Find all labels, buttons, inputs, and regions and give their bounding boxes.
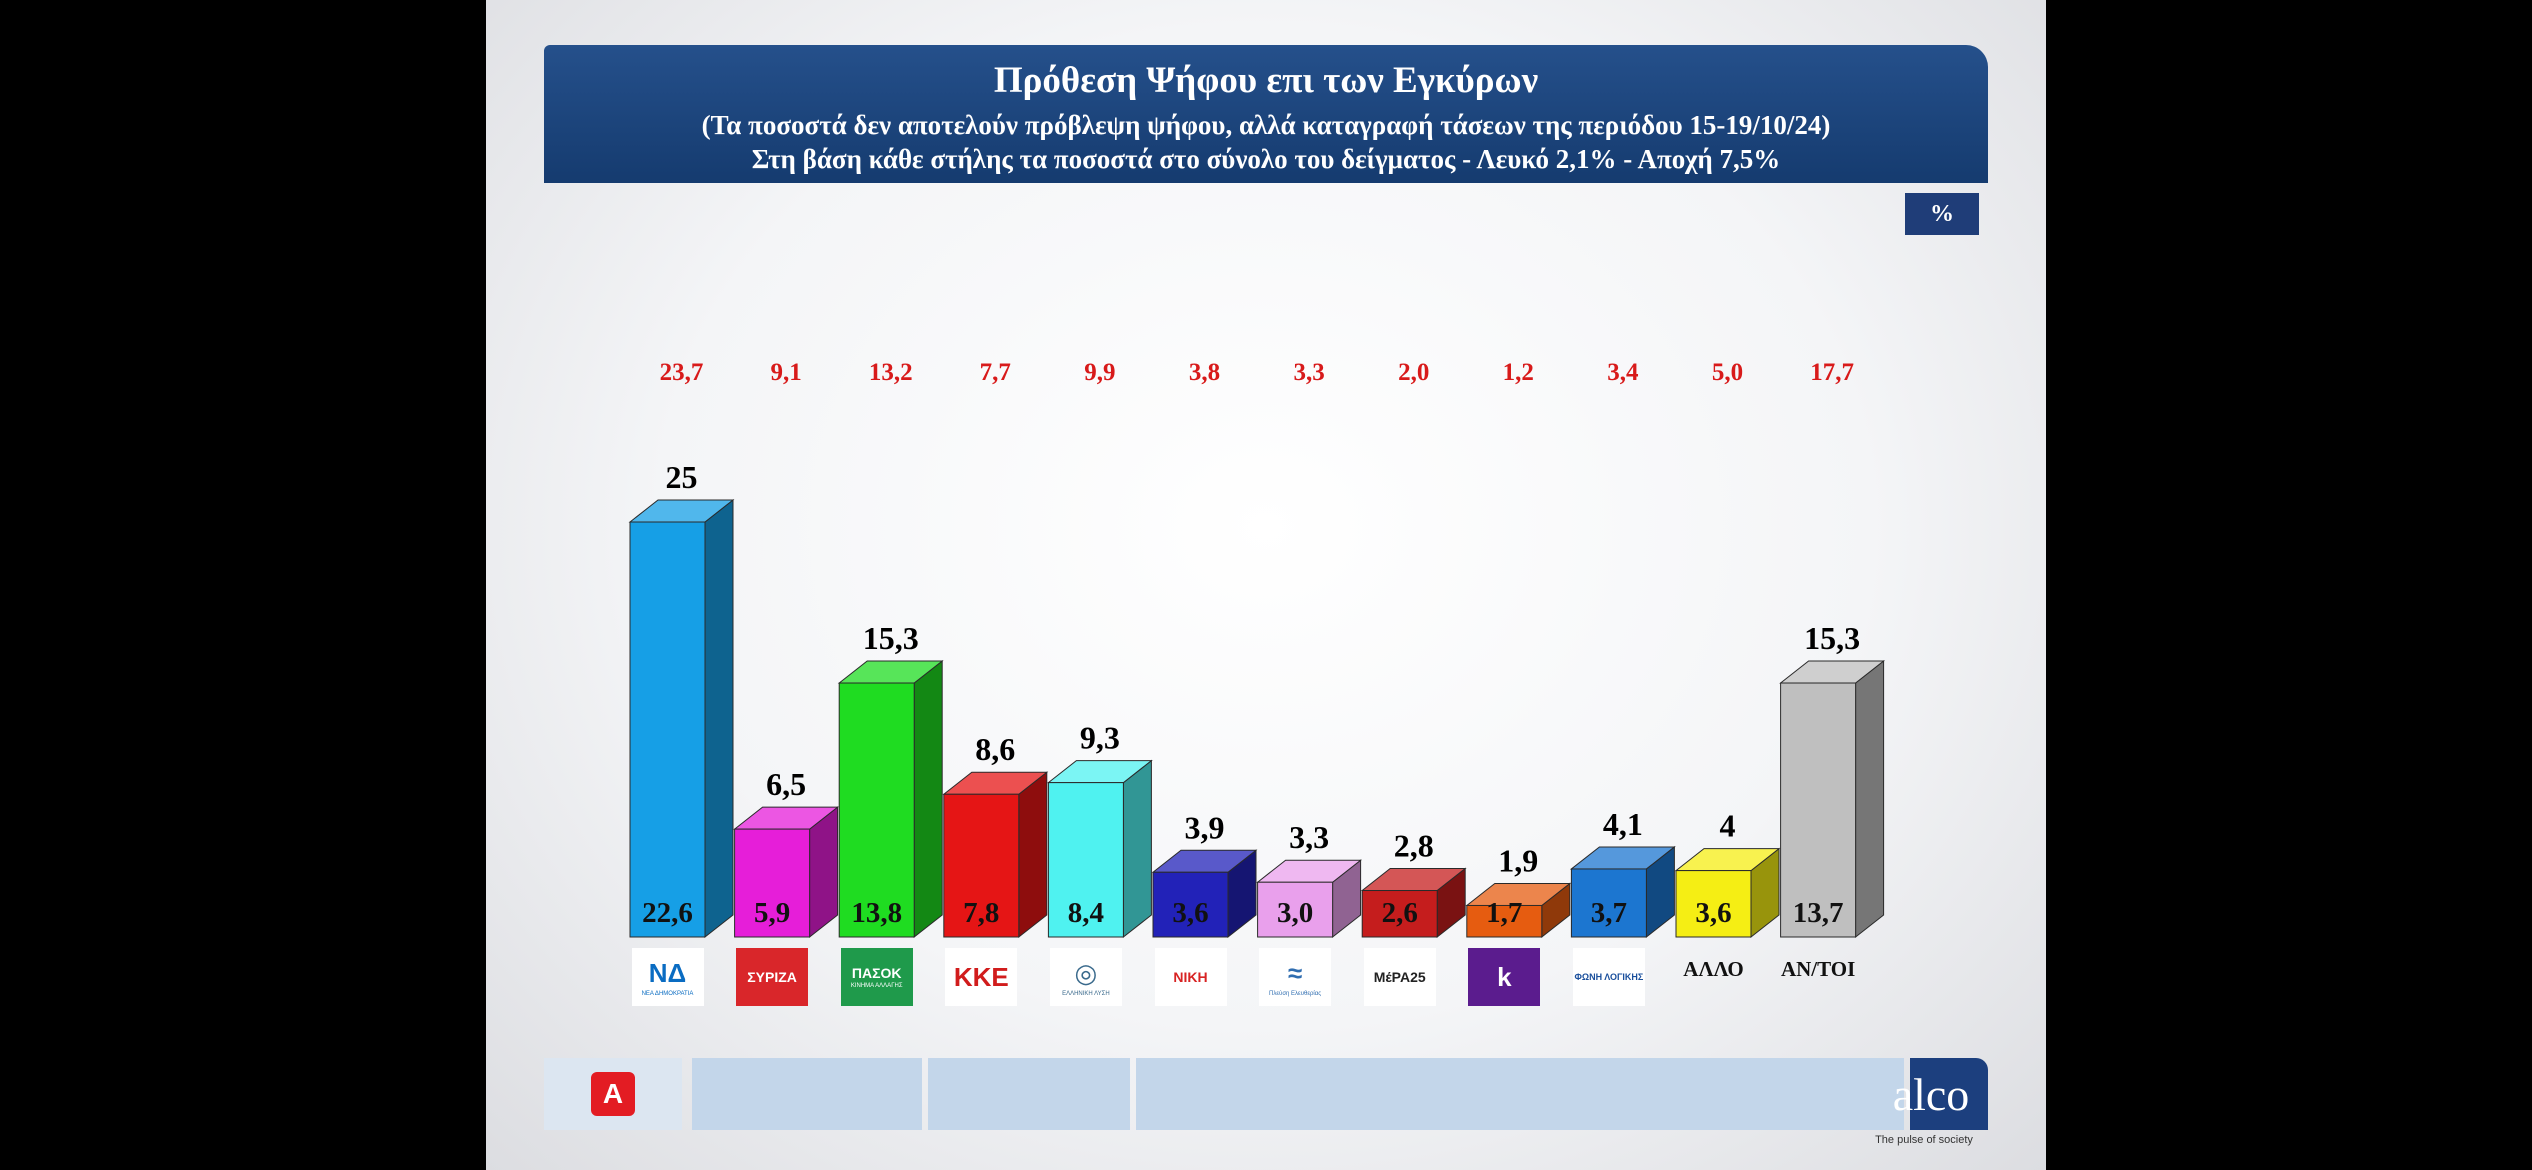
party-logo: k [1468,948,1541,1006]
base-value-label: 13,8 [851,897,902,929]
party-logo-text: ΜέΡΑ25 [1373,969,1426,985]
bar [1570,868,1647,938]
party-logo: ΝΔ ΝΕΑ ΔΗΜΟΚΡΑΤΙΑ [631,948,704,1006]
reference-value-label: 9,1 [770,359,801,386]
base-value-label: 22,6 [642,897,693,929]
footer-segment [692,1058,922,1130]
bar-value-label: 9,3 [1080,720,1120,756]
party-logo: ΠΑΣΟΚ ΚΙΝΗΜΑ ΑΛΛΑΓΗΣ [840,948,913,1006]
base-value-label: 2,6 [1382,897,1418,929]
party-logo: ≈ Πλεύση Ελευθερίας [1259,948,1332,1006]
bar-value-label: 3,3 [1289,819,1329,855]
base-value-label: 3,6 [1172,897,1208,929]
party-logo: ΜέΡΑ25 [1363,948,1436,1006]
base-value-label: 8,4 [1068,897,1104,929]
reference-value-label: 3,8 [1189,359,1220,386]
bar-value-label: 4,1 [1603,806,1643,842]
base-value-label: 1,7 [1486,897,1522,929]
party-logo: ΚΚΕ [945,948,1018,1006]
reference-value-label: 3,4 [1607,359,1639,386]
bar-value-label: 3,9 [1185,809,1225,845]
reference-value-label: 3,3 [1293,359,1324,386]
party-logo-text: ≈ [1287,957,1303,988]
bar-value-label: 1,9 [1498,842,1538,878]
party-logo-text: ◎ [1074,957,1098,988]
bar-value-label: 15,3 [1804,620,1860,656]
bar-value-label: 15,3 [863,620,919,656]
footer-bar: Α [544,1058,1988,1130]
bar-value-label: 6,5 [766,766,806,802]
alco-logo: alco [1892,1068,1970,1120]
reference-value-label: 1,2 [1503,359,1534,386]
party-logo-subtext: ΝΕΑ ΔΗΜΟΚΡΑΤΙΑ [641,990,694,997]
reference-value-label: 23,7 [660,359,704,386]
party-logo-subtext: ΕΛΛΗΝΙΚΗ ΛΥΣΗ [1062,990,1110,997]
category-label: ΑΛΛΟ [1683,957,1744,981]
unit-badge: % [1905,193,1979,235]
alpha-icon: Α [591,1072,635,1116]
party-logo: ◎ ΕΛΛΗΝΙΚΗ ΛΥΣΗ [1049,948,1122,1006]
reference-value-label: 13,2 [869,359,913,386]
bar [629,521,706,938]
party-logo-text: ΝΙΚΗ [1173,969,1208,985]
base-value-label: 13,7 [1793,897,1844,929]
bar-side [1122,759,1152,939]
category-label: ΑΝ/ΤΟΙ [1780,957,1856,981]
party-logo-text: ΠΑΣΟΚ [851,965,902,981]
bar-value-label: 4 [1720,808,1736,844]
bar [838,682,915,938]
party-logo-text: ΝΔ [648,957,687,988]
base-value-label: 5,9 [754,897,790,929]
party-logo-text: ΚΚΕ [953,961,1009,992]
bar [1780,682,1857,938]
party-logo-text: ΦΩΝΗ ΛΟΓΙΚΗΣ [1574,972,1644,982]
reference-value-label: 9,9 [1084,359,1115,386]
base-value-label: 3,6 [1695,897,1731,929]
brand-box [1910,1058,1988,1130]
bar [734,828,811,938]
reference-value-label: 2,0 [1398,359,1429,386]
title-banner: Πρόθεση Ψήφου επι των Εγκύρων (Τα ποσοστ… [544,45,1988,183]
bar [1257,881,1334,938]
bar [1361,890,1438,938]
bar-value-label: 25 [666,459,698,495]
bar-side [1018,771,1048,939]
chart-note: Στη βάση κάθε στήλης τα ποσοστά στο σύνο… [751,144,1781,174]
footer-segment [1136,1058,1904,1130]
bar [1675,870,1752,938]
base-value-label: 7,8 [963,897,999,929]
party-logo: ΝΙΚΗ [1154,948,1227,1006]
chart-subtitle: (Τα ποσοστά δεν αποτελούν πρόβλεψη ψήφου… [701,110,1831,140]
party-logo: ΦΩΝΗ ΛΟΓΙΚΗΣ [1572,948,1645,1006]
channel-logo: Α [544,1058,682,1130]
party-logo: ΣΥΡΙΖΑ [736,948,809,1006]
bar-side [809,806,839,939]
bar-side [1855,659,1885,939]
bar [1466,904,1543,938]
bar-value-label: 2,8 [1394,828,1434,864]
party-logo-subtext: Πλεύση Ελευθερίας [1269,990,1322,997]
brand-tagline: The pulse of society [1875,1134,1973,1146]
chart-title: Πρόθεση Ψήφου επι των Εγκύρων [993,60,1539,101]
reference-value-label: 17,7 [1810,359,1854,386]
base-value-label: 3,7 [1591,897,1627,929]
bar [1047,782,1124,938]
footer-segment [928,1058,1130,1130]
bar-side [704,498,734,939]
base-value-label: 3,0 [1277,897,1313,929]
bar-side [913,659,943,939]
reference-value-label: 7,7 [980,359,1011,386]
bar [943,793,1020,938]
party-logo-text: ΣΥΡΙΖΑ [747,969,797,985]
party-logo-subtext: ΚΙΝΗΜΑ ΑΛΛΑΓΗΣ [850,983,903,989]
party-logo-text: k [1497,961,1512,992]
reference-value-label: 5,0 [1712,359,1743,386]
poll-slide: Πρόθεση Ψήφου επι των Εγκύρων (Τα ποσοστ… [486,0,2046,1170]
bar-value-label: 8,6 [975,731,1015,767]
bar [1152,871,1229,938]
bar-chart: 25 22,6 23,7 6,5 5,9 9,1 15,3 13,8 13,2 8,6 7,8 7,7… [628,359,1886,939]
